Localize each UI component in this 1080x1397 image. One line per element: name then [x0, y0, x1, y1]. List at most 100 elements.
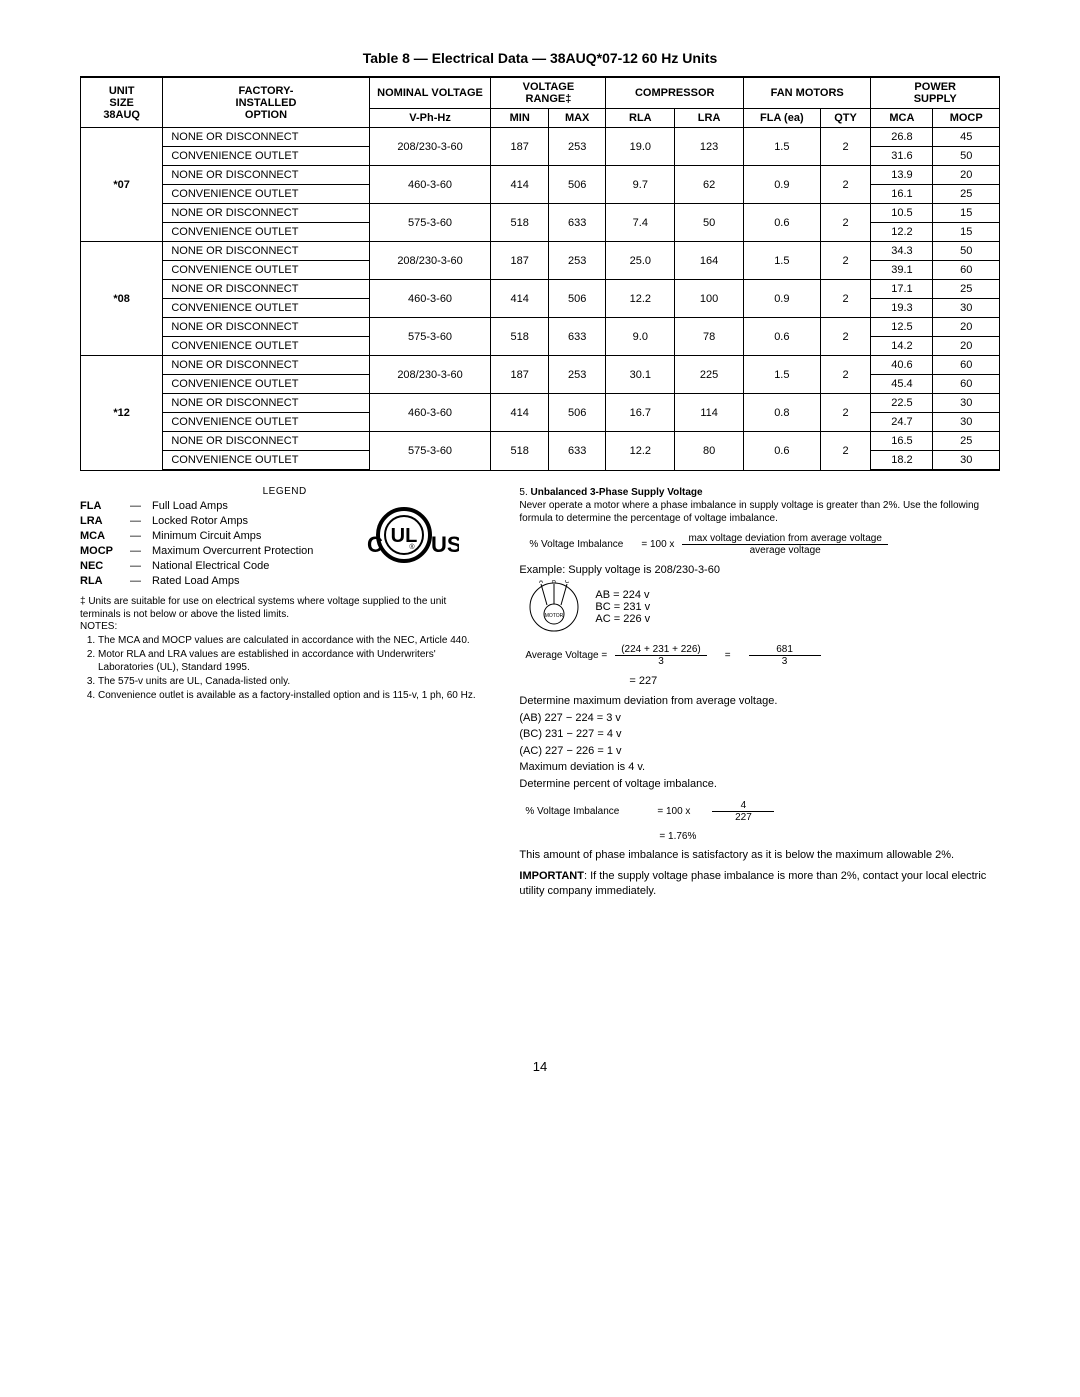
formula-num: max voltage deviation from average volta…	[682, 533, 887, 545]
data-cell: 506	[548, 166, 606, 204]
data-cell: 518	[491, 432, 549, 471]
option-cell: NONE OR DISCONNECT	[163, 280, 369, 299]
data-cell: 414	[491, 166, 549, 204]
legend-title: LEGEND	[80, 486, 489, 497]
data-cell: 2	[820, 128, 871, 166]
legend-abbr: FLA	[80, 500, 122, 512]
formula-eq: = 100 x	[641, 539, 674, 550]
avg-num2: 681	[749, 644, 821, 656]
th-fla: FLA (ea)	[744, 109, 821, 128]
data-cell: 2	[820, 394, 871, 432]
data-cell: 187	[491, 128, 549, 166]
th-fan: FAN MOTORS	[744, 77, 871, 109]
note-item: Motor RLA and LRA values are established…	[98, 648, 489, 674]
note5-title: Unbalanced 3-Phase Supply Voltage	[531, 487, 703, 498]
data-cell: 0.6	[744, 204, 821, 242]
th-mocp: MOCP	[933, 109, 1000, 128]
data-cell: 164	[675, 242, 744, 280]
table-title: Table 8 — Electrical Data — 38AUQ*07-12 …	[80, 50, 1000, 66]
data-cell: 40.6	[871, 356, 933, 375]
data-cell: 0.6	[744, 432, 821, 471]
right-column: 5. Unbalanced 3-Phase Supply Voltage Nev…	[519, 486, 1000, 899]
data-cell: 30	[933, 299, 1000, 318]
svg-text:C: C	[565, 580, 570, 585]
data-cell: 19.3	[871, 299, 933, 318]
data-cell: 60	[933, 375, 1000, 394]
page-number: 14	[80, 1059, 1000, 1074]
data-cell: 1.5	[744, 242, 821, 280]
data-cell: 575-3-60	[369, 318, 491, 356]
data-cell: 30	[933, 413, 1000, 432]
pct-num: 4	[712, 800, 774, 812]
option-cell: NONE OR DISCONNECT	[163, 394, 369, 413]
data-cell: 1.5	[744, 128, 821, 166]
data-cell: 17.1	[871, 280, 933, 299]
data-cell: 633	[548, 318, 606, 356]
legend-row: RLA — Rated Load Amps	[80, 575, 489, 587]
th-unit-size: UNITSIZE38AUQ	[81, 77, 163, 128]
calc-l2: (BC) 231 − 227 = 4 v	[519, 726, 1000, 743]
data-cell: 31.6	[871, 147, 933, 166]
option-cell: CONVENIENCE OUTLET	[163, 451, 369, 471]
data-cell: 253	[548, 242, 606, 280]
option-cell: NONE OR DISCONNECT	[163, 166, 369, 185]
phase-ab: AB = 224 v	[595, 589, 650, 601]
data-cell: 62	[675, 166, 744, 204]
data-cell: 460-3-60	[369, 166, 491, 204]
phase-bc: BC = 231 v	[595, 601, 650, 613]
avg-label: Average Voltage =	[525, 650, 607, 661]
data-cell: 25	[933, 432, 1000, 451]
th-qty: QTY	[820, 109, 871, 128]
svg-text:®: ®	[410, 543, 416, 551]
data-cell: 253	[548, 356, 606, 394]
left-column: LEGEND FLA — Full Load AmpsLRA — Locked …	[80, 486, 489, 899]
note5-num: 5.	[519, 487, 527, 498]
data-cell: 0.6	[744, 318, 821, 356]
option-cell: CONVENIENCE OUTLET	[163, 261, 369, 280]
option-cell: NONE OR DISCONNECT	[163, 242, 369, 261]
data-cell: 30	[933, 394, 1000, 413]
data-cell: 13.9	[871, 166, 933, 185]
data-cell: 518	[491, 204, 549, 242]
data-cell: 30.1	[606, 356, 675, 394]
data-cell: 60	[933, 356, 1000, 375]
svg-text:MOTOR: MOTOR	[545, 613, 564, 619]
data-cell: 460-3-60	[369, 394, 491, 432]
notes-label: NOTES:	[80, 621, 489, 632]
unit-size-cell: *12	[81, 356, 163, 471]
th-max: MAX	[548, 109, 606, 128]
pct-label: % Voltage Imbalance	[525, 806, 619, 817]
data-cell: 25	[933, 185, 1000, 204]
unit-size-cell: *07	[81, 128, 163, 242]
data-cell: 20	[933, 318, 1000, 337]
det-max: Determine maximum deviation from average…	[519, 693, 1000, 710]
data-cell: 2	[820, 280, 871, 318]
data-cell: 60	[933, 261, 1000, 280]
note-item: The 575-v units are UL, Canada-listed on…	[98, 675, 489, 688]
svg-text:US: US	[431, 532, 459, 557]
formula-label: % Voltage Imbalance	[529, 539, 623, 550]
data-cell: 24.7	[871, 413, 933, 432]
data-cell: 518	[491, 318, 549, 356]
data-cell: 12.2	[606, 432, 675, 471]
option-cell: CONVENIENCE OUTLET	[163, 413, 369, 432]
data-cell: 15	[933, 223, 1000, 242]
legend-dash: —	[130, 500, 144, 512]
data-cell: 45	[933, 128, 1000, 147]
legend-dash: —	[130, 515, 144, 527]
important-text: : If the supply voltage phase imbalance …	[519, 870, 986, 897]
data-cell: 2	[820, 318, 871, 356]
th-range: VOLTAGERANGE‡	[491, 77, 606, 109]
calc-l1: (AB) 227 − 224 = 3 v	[519, 710, 1000, 727]
data-cell: 633	[548, 432, 606, 471]
avg-den1: 3	[652, 656, 670, 667]
th-rla: RLA	[606, 109, 675, 128]
data-cell: 22.5	[871, 394, 933, 413]
data-cell: 50	[675, 204, 744, 242]
svg-text:A: A	[539, 580, 543, 585]
data-cell: 253	[548, 128, 606, 166]
data-cell: 30	[933, 451, 1000, 471]
data-cell: 575-3-60	[369, 432, 491, 471]
legend-abbr: LRA	[80, 515, 122, 527]
option-cell: NONE OR DISCONNECT	[163, 432, 369, 451]
